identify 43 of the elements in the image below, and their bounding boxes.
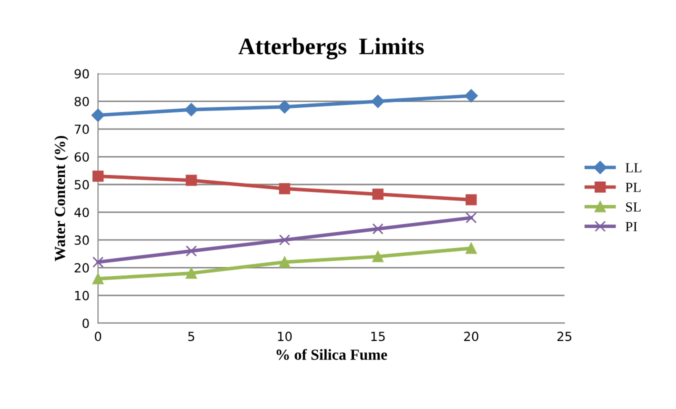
x-tick-label: 0 bbox=[94, 332, 102, 342]
y-tick-label: 30 bbox=[74, 235, 89, 245]
point bbox=[279, 183, 290, 194]
y-tick-label: 20 bbox=[74, 263, 89, 273]
y-tick-label: 0 bbox=[82, 318, 89, 328]
legend-label: PL bbox=[626, 182, 641, 192]
point bbox=[466, 242, 477, 254]
point bbox=[186, 245, 197, 257]
point bbox=[92, 256, 104, 268]
x-axis-title: % of Silica Fume bbox=[276, 348, 388, 360]
y-tick-label: 10 bbox=[75, 290, 89, 300]
point bbox=[279, 256, 290, 268]
point bbox=[91, 108, 105, 122]
y-tick-label: 80 bbox=[74, 96, 89, 106]
legend-label: PI bbox=[626, 222, 638, 232]
y-tick-label: 70 bbox=[74, 124, 89, 134]
y-tick-label: 50 bbox=[74, 180, 89, 190]
legend-label: SL bbox=[626, 202, 641, 212]
point bbox=[372, 223, 384, 234]
x-tick-label: 15 bbox=[371, 332, 385, 342]
y-tick-label: 40 bbox=[74, 208, 89, 218]
legend-label: LL bbox=[626, 163, 642, 172]
x-tick-label: 25 bbox=[557, 332, 572, 342]
point bbox=[92, 170, 104, 182]
x-tick-label: 20 bbox=[464, 332, 478, 342]
point bbox=[372, 251, 384, 262]
point bbox=[372, 188, 384, 200]
x-tick-label: 10 bbox=[278, 332, 292, 342]
x-tick-label: 5 bbox=[188, 332, 194, 342]
point bbox=[184, 103, 198, 116]
point bbox=[466, 212, 477, 224]
point bbox=[464, 89, 478, 102]
point bbox=[278, 100, 292, 114]
y-tick-label: 60 bbox=[74, 152, 89, 162]
point bbox=[92, 273, 104, 284]
point bbox=[186, 268, 197, 279]
chart-title: Atterbergs Limits bbox=[238, 38, 424, 60]
point bbox=[279, 234, 290, 246]
point bbox=[466, 194, 477, 206]
y-tick-label: 90 bbox=[74, 69, 89, 79]
point bbox=[371, 94, 384, 108]
y-axis-title: Water Content (%) bbox=[54, 136, 68, 262]
point bbox=[186, 174, 197, 186]
